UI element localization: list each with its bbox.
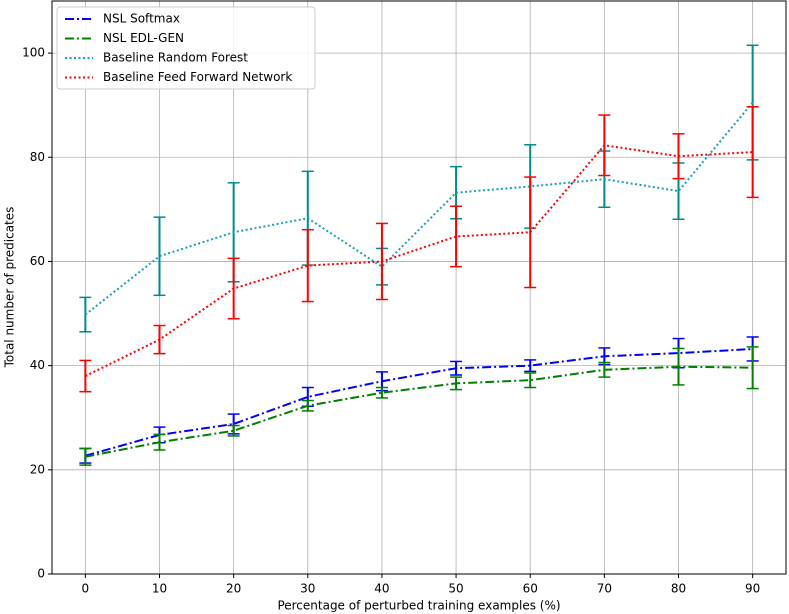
error-bar (450, 205, 463, 268)
error-bar (227, 424, 240, 437)
x-tick-label: 0 (82, 582, 90, 596)
error-bar (375, 386, 388, 399)
x-tick-label: 40 (374, 582, 389, 596)
y-tick-label: 0 (37, 567, 45, 581)
series-line (85, 365, 753, 458)
x-tick-label: 90 (745, 582, 760, 596)
legend-label: Baseline Random Forest (103, 51, 248, 65)
legend-box (56, 6, 316, 90)
error-bar (79, 447, 92, 466)
error-bar (524, 359, 537, 373)
x-tick-label: 60 (523, 582, 538, 596)
x-axis-label: Percentage of perturbed training example… (277, 599, 560, 613)
error-bar (746, 105, 759, 199)
error-bar (524, 372, 537, 389)
error-bar (301, 228, 314, 303)
x-tick-label: 30 (300, 582, 315, 596)
y-tick-label: 100 (22, 46, 45, 60)
legend-label: NSL Softmax (103, 12, 180, 26)
x-tick-label: 50 (448, 582, 463, 596)
error-bar (153, 216, 166, 297)
y-tick-label: 60 (30, 254, 45, 268)
x-tick-label: 80 (671, 582, 686, 596)
x-tick-label: 10 (152, 582, 167, 596)
series-line (84, 101, 754, 316)
x-tick-label: 20 (226, 582, 241, 596)
y-tick-label: 40 (30, 358, 45, 372)
plot-frame (51, 0, 787, 575)
y-tick-label: 20 (30, 462, 45, 476)
series-line (84, 144, 753, 377)
error-bar (79, 359, 92, 393)
x-tick-label: 70 (597, 582, 612, 596)
y-axis-label: Total number of predicates (3, 207, 17, 369)
legend-label: NSL EDL-GEN (103, 31, 184, 45)
y-tick-label: 80 (30, 150, 45, 164)
series-line (85, 347, 753, 457)
legend-label: Baseline Feed Forward Network (103, 70, 292, 84)
